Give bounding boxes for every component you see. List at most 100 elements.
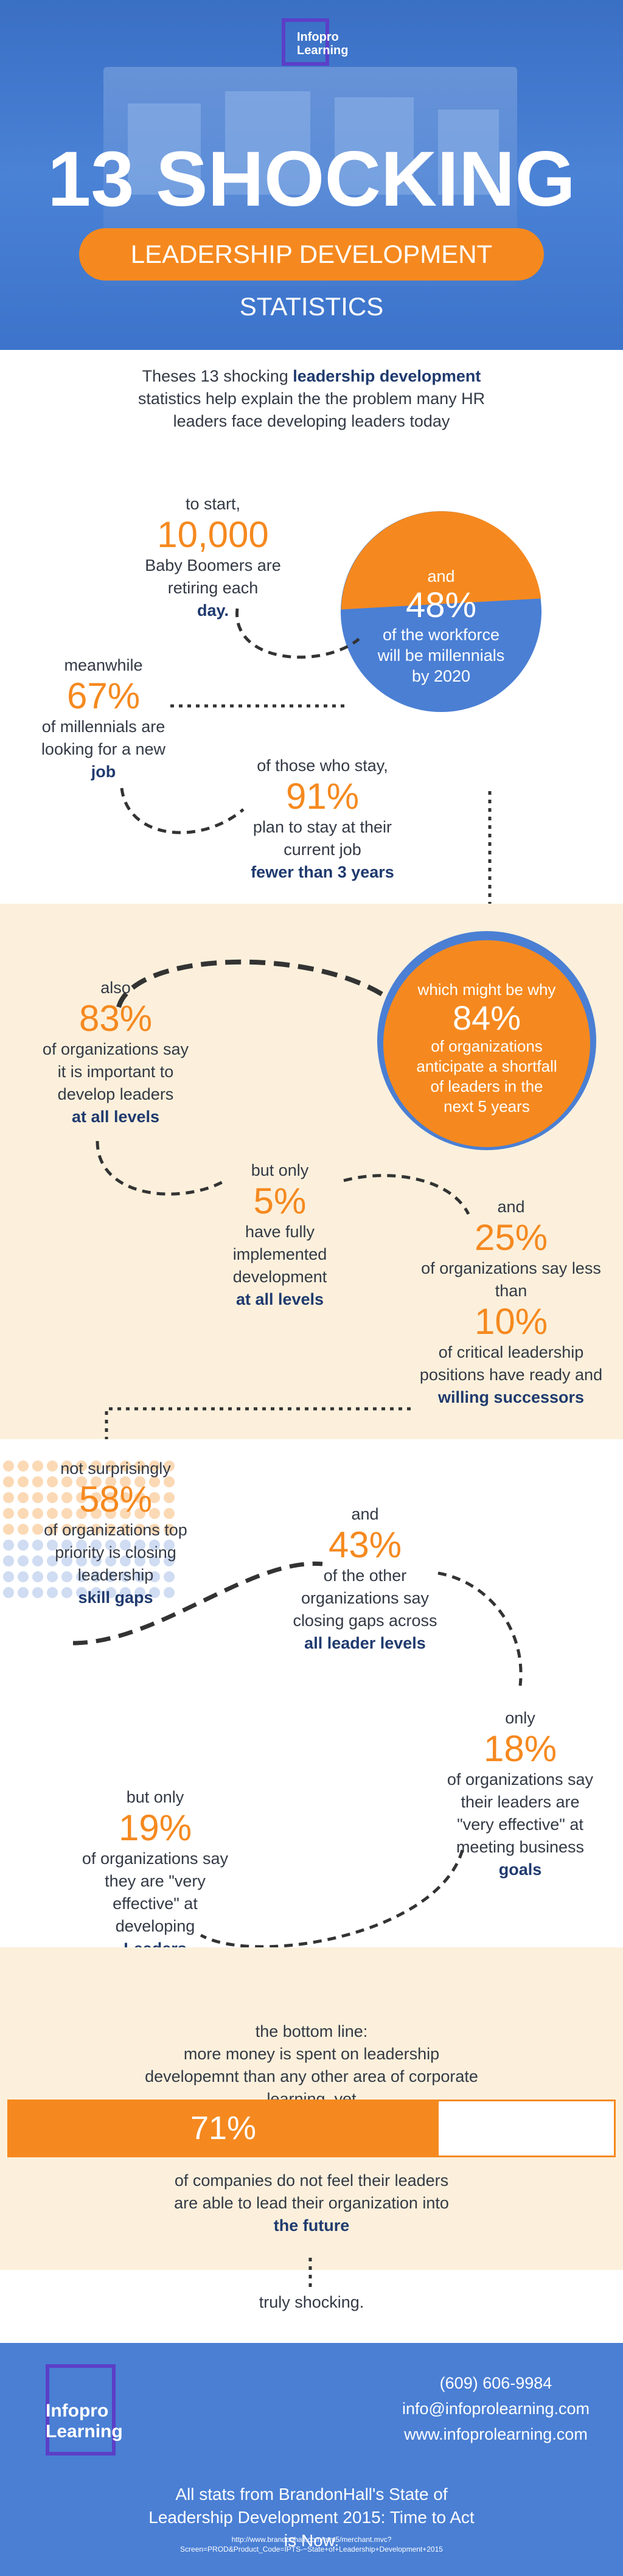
grid-dot — [164, 1524, 175, 1535]
grid-dot — [164, 1540, 175, 1551]
grid-dot — [149, 1555, 160, 1566]
progress-bar-fill — [9, 2101, 439, 2155]
grid-dot — [76, 1476, 87, 1487]
grid-dot — [149, 1492, 160, 1503]
grid-dot — [105, 1492, 116, 1503]
grid-dot — [3, 1476, 14, 1487]
grid-dot — [134, 1540, 145, 1551]
grid-dot — [61, 1524, 72, 1535]
connector-line — [170, 704, 347, 708]
connector-line — [120, 787, 245, 834]
grid-dot — [18, 1476, 29, 1487]
stat-meeting-goals: only 18% of organizations say their lead… — [447, 1709, 594, 1879]
grid-dot — [134, 1492, 145, 1503]
grid-dot — [47, 1571, 58, 1582]
grid-dot — [3, 1587, 14, 1598]
grid-dot — [120, 1492, 131, 1503]
grid-dot — [76, 1492, 87, 1503]
grid-dot — [105, 1540, 116, 1551]
stat-develop-all-levels: also 83% of organizations say it is impo… — [42, 979, 189, 1126]
grid-dot — [3, 1540, 14, 1551]
grid-dot — [120, 1508, 131, 1519]
shortfall-circle-inner — [383, 940, 590, 1147]
hero-header: Infopro Learning 13 SHOCKING LEADERSHIP … — [0, 0, 623, 350]
grid-dot — [32, 1524, 43, 1535]
grid-dot — [61, 1461, 72, 1471]
connector-line — [72, 1562, 323, 1646]
grid-dot — [105, 1476, 116, 1487]
grid-dot — [134, 1524, 145, 1535]
grid-dot — [164, 1476, 175, 1487]
grid-dot — [18, 1587, 29, 1598]
grid-dot — [91, 1508, 102, 1519]
grid-dot — [120, 1540, 131, 1551]
grid-dot — [47, 1555, 58, 1566]
grid-dot — [91, 1540, 102, 1551]
grid-dot — [91, 1461, 102, 1471]
grid-dot — [47, 1492, 58, 1503]
connector-line — [200, 1849, 464, 1949]
contact-info: (609) 606-9984 info@infoprolearning.com … — [389, 2370, 602, 2447]
stat-all-leader-levels: and 43% of the other organizations say c… — [293, 1505, 437, 1652]
grid-dot — [76, 1524, 87, 1535]
grid-dot — [149, 1524, 160, 1535]
grid-dot — [32, 1492, 43, 1503]
grid-dot — [91, 1587, 102, 1598]
grid-dot — [134, 1461, 145, 1471]
grid-dot — [105, 1571, 116, 1582]
section-white-3 — [0, 2270, 623, 2343]
phone-number[interactable]: (609) 606-9984 — [439, 2374, 552, 2392]
progress-bar — [7, 2100, 616, 2157]
stat-millennials-workforce: and 48% of the workforce will be millenn… — [377, 567, 505, 685]
grid-dot — [164, 1508, 175, 1519]
grid-dot — [32, 1587, 43, 1598]
email-link[interactable]: info@infoprolearning.com — [402, 2400, 590, 2418]
logo-icon — [282, 18, 329, 66]
grid-dot — [3, 1571, 14, 1582]
grid-dot — [61, 1555, 72, 1566]
grid-dot — [61, 1540, 72, 1551]
grid-dot — [47, 1508, 58, 1519]
grid-dot — [47, 1540, 58, 1551]
grid-dot — [149, 1476, 160, 1487]
grid-dot — [120, 1587, 131, 1598]
grid-dot — [18, 1571, 29, 1582]
grid-dot — [47, 1461, 58, 1471]
grid-dot — [91, 1524, 102, 1535]
grid-dot — [61, 1508, 72, 1519]
grid-dot — [3, 1508, 14, 1519]
grid-dot — [134, 1476, 145, 1487]
bottom-line-text: the bottom line: more money is spent on … — [145, 2022, 478, 2108]
grid-dot — [149, 1587, 160, 1598]
grid-dot — [61, 1476, 72, 1487]
grid-dot — [3, 1524, 14, 1535]
grid-dot — [164, 1461, 175, 1471]
connector-line — [437, 1571, 523, 1686]
grid-dot — [76, 1555, 87, 1566]
grid-dot — [164, 1571, 175, 1582]
source-url[interactable]: http://www.brandonhall.com/mm5/merchant.… — [180, 2535, 443, 2553]
grid-dot — [105, 1587, 116, 1598]
progress-value: 71% — [190, 2110, 257, 2146]
grid-dot — [164, 1492, 175, 1503]
connector-line — [235, 608, 360, 659]
grid-dot — [32, 1571, 43, 1582]
grid-dot — [105, 1508, 116, 1519]
grid-dot — [149, 1508, 160, 1519]
grid-dot — [149, 1540, 160, 1551]
grid-dot — [149, 1571, 160, 1582]
connector-line — [96, 1140, 226, 1196]
grid-dot — [47, 1587, 58, 1598]
stat-leader-shortfall: which might be why 84% of organizations … — [416, 980, 557, 1115]
grid-dot — [32, 1555, 43, 1566]
connector-line — [308, 2258, 312, 2291]
grid-dot — [134, 1508, 145, 1519]
grid-dot — [134, 1571, 145, 1582]
website-link[interactable]: www.infoprolearning.com — [404, 2425, 588, 2443]
grid-dot — [76, 1571, 87, 1582]
page-title: 13 SHOCKING — [47, 136, 576, 223]
grid-dot — [3, 1555, 14, 1566]
grid-dot — [61, 1492, 72, 1503]
grid-dot — [3, 1492, 14, 1503]
grid-dot — [76, 1540, 87, 1551]
